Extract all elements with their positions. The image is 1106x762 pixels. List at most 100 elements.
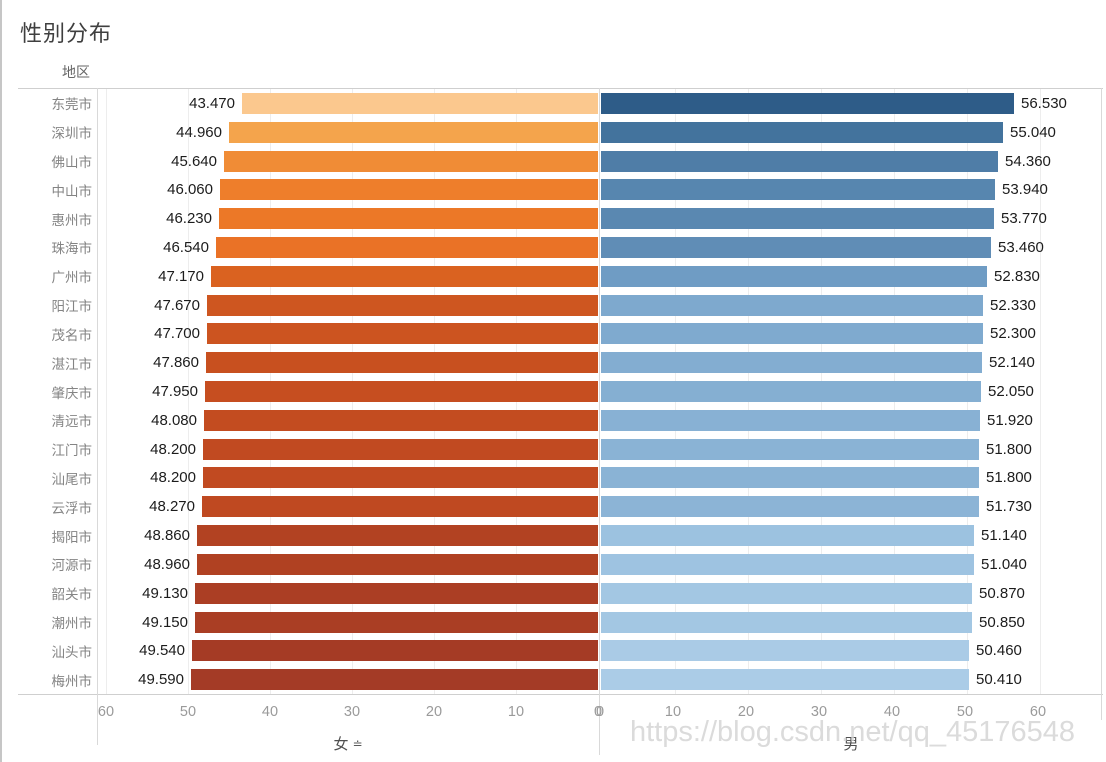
male-panel: 50.850 (599, 611, 1106, 633)
female-bar[interactable] (216, 236, 598, 258)
male-bar[interactable] (601, 438, 979, 460)
region-label: 清远市 (51, 414, 93, 430)
female-bar[interactable] (203, 467, 598, 489)
male-bar[interactable] (601, 525, 974, 547)
female-panel: 43.470 (97, 92, 599, 114)
female-bar[interactable] (195, 611, 598, 633)
male-bar[interactable] (601, 496, 979, 518)
female-bar[interactable] (220, 179, 598, 201)
chart-row: 东莞市 43.470 56.530 (2, 89, 1106, 118)
female-value-label: 47.670 (154, 296, 200, 314)
male-bar[interactable] (601, 323, 983, 345)
female-panel: 49.130 (97, 582, 599, 604)
region-label: 潮州市 (51, 616, 93, 632)
female-value-label: 49.150 (142, 613, 188, 631)
female-panel: 46.230 (97, 208, 599, 230)
axis-tick-label: 0 (593, 704, 603, 720)
female-value-label: 48.080 (151, 411, 197, 429)
male-bar[interactable] (601, 208, 994, 230)
male-value-label: 54.360 (1005, 152, 1051, 170)
female-value-label: 47.860 (153, 354, 199, 372)
male-bar[interactable] (601, 669, 969, 691)
chart-row: 阳江市 47.670 52.330 (2, 291, 1106, 320)
female-bar[interactable] (205, 381, 598, 403)
female-bar[interactable] (242, 92, 598, 114)
male-axis-title: 男 (843, 736, 859, 753)
axis-tick-label: 30 (343, 704, 361, 720)
male-bar[interactable] (601, 121, 1003, 143)
male-bar[interactable] (601, 294, 983, 316)
male-value-label: 55.040 (1010, 123, 1056, 141)
chart-row: 中山市 46.060 53.940 (2, 175, 1106, 204)
male-value-label: 50.850 (979, 613, 1025, 631)
male-panel: 52.330 (599, 294, 1106, 316)
female-value-label: 49.130 (142, 584, 188, 602)
female-panel: 48.270 (97, 496, 599, 518)
female-bar[interactable] (224, 150, 598, 172)
header-divider (18, 88, 1103, 89)
region-column-divider (97, 88, 98, 745)
male-bar[interactable] (601, 381, 981, 403)
female-bar[interactable] (197, 525, 598, 547)
female-value-label: 48.270 (149, 498, 195, 516)
male-bar[interactable] (601, 553, 974, 575)
female-axis-title-label: 女 (333, 736, 349, 753)
male-bar[interactable] (601, 640, 969, 662)
axis-tick-label: 60 (1029, 704, 1047, 720)
female-panel: 49.150 (97, 611, 599, 633)
male-bar[interactable] (601, 611, 972, 633)
female-bar[interactable] (203, 438, 598, 460)
axis-tick-label: 10 (664, 704, 682, 720)
male-value-label: 50.870 (979, 584, 1025, 602)
male-panel: 50.410 (599, 669, 1106, 691)
female-panel: 45.640 (97, 150, 599, 172)
chart-row: 茂名市 47.700 52.300 (2, 320, 1106, 349)
female-bar[interactable] (207, 294, 598, 316)
female-panel: 46.060 (97, 179, 599, 201)
female-bar[interactable] (211, 265, 598, 287)
female-panel: 48.860 (97, 525, 599, 547)
axis-tick-label: 50 (956, 704, 974, 720)
female-bar[interactable] (206, 352, 598, 374)
male-bar[interactable] (601, 582, 972, 604)
male-bar[interactable] (601, 150, 998, 172)
male-panel: 52.830 (599, 265, 1106, 287)
male-value-label: 51.800 (986, 440, 1032, 458)
female-bar[interactable] (204, 409, 598, 431)
chart-row: 湛江市 47.860 52.140 (2, 348, 1106, 377)
chart-row: 云浮市 48.270 51.730 (2, 492, 1106, 521)
female-bar[interactable] (207, 323, 598, 345)
male-panel: 50.460 (599, 640, 1106, 662)
male-bar[interactable] (601, 236, 991, 258)
region-label: 江门市 (51, 443, 93, 459)
chart-row: 深圳市 44.960 55.040 (2, 118, 1106, 147)
female-panel: 47.860 (97, 352, 599, 374)
male-bar[interactable] (601, 409, 980, 431)
female-value-label: 47.950 (152, 383, 198, 401)
male-value-label: 52.140 (989, 354, 1035, 372)
female-bar[interactable] (229, 121, 598, 143)
male-value-label: 53.460 (998, 238, 1044, 256)
female-bar[interactable] (195, 582, 598, 604)
female-bar[interactable] (191, 669, 598, 691)
region-label: 阳江市 (51, 299, 93, 315)
female-bar[interactable] (197, 553, 598, 575)
male-bar[interactable] (601, 467, 979, 489)
male-bar[interactable] (601, 92, 1014, 114)
female-bar[interactable] (219, 208, 598, 230)
male-panel: 51.800 (599, 438, 1106, 460)
male-value-label: 53.940 (1002, 181, 1048, 199)
female-panel: 47.670 (97, 294, 599, 316)
male-bar[interactable] (601, 265, 987, 287)
male-value-label: 52.050 (988, 383, 1034, 401)
chart-row: 佛山市 45.640 54.360 (2, 147, 1106, 176)
axis-tick-label: 40 (883, 704, 901, 720)
male-bar[interactable] (601, 179, 995, 201)
axis-tick-label: 0 (595, 704, 605, 720)
female-bar[interactable] (202, 496, 598, 518)
male-bar[interactable] (601, 352, 982, 374)
axis-tick-label: 40 (261, 704, 279, 720)
region-label: 茂名市 (51, 327, 93, 343)
female-bar[interactable] (192, 640, 598, 662)
female-panel: 48.200 (97, 438, 599, 460)
